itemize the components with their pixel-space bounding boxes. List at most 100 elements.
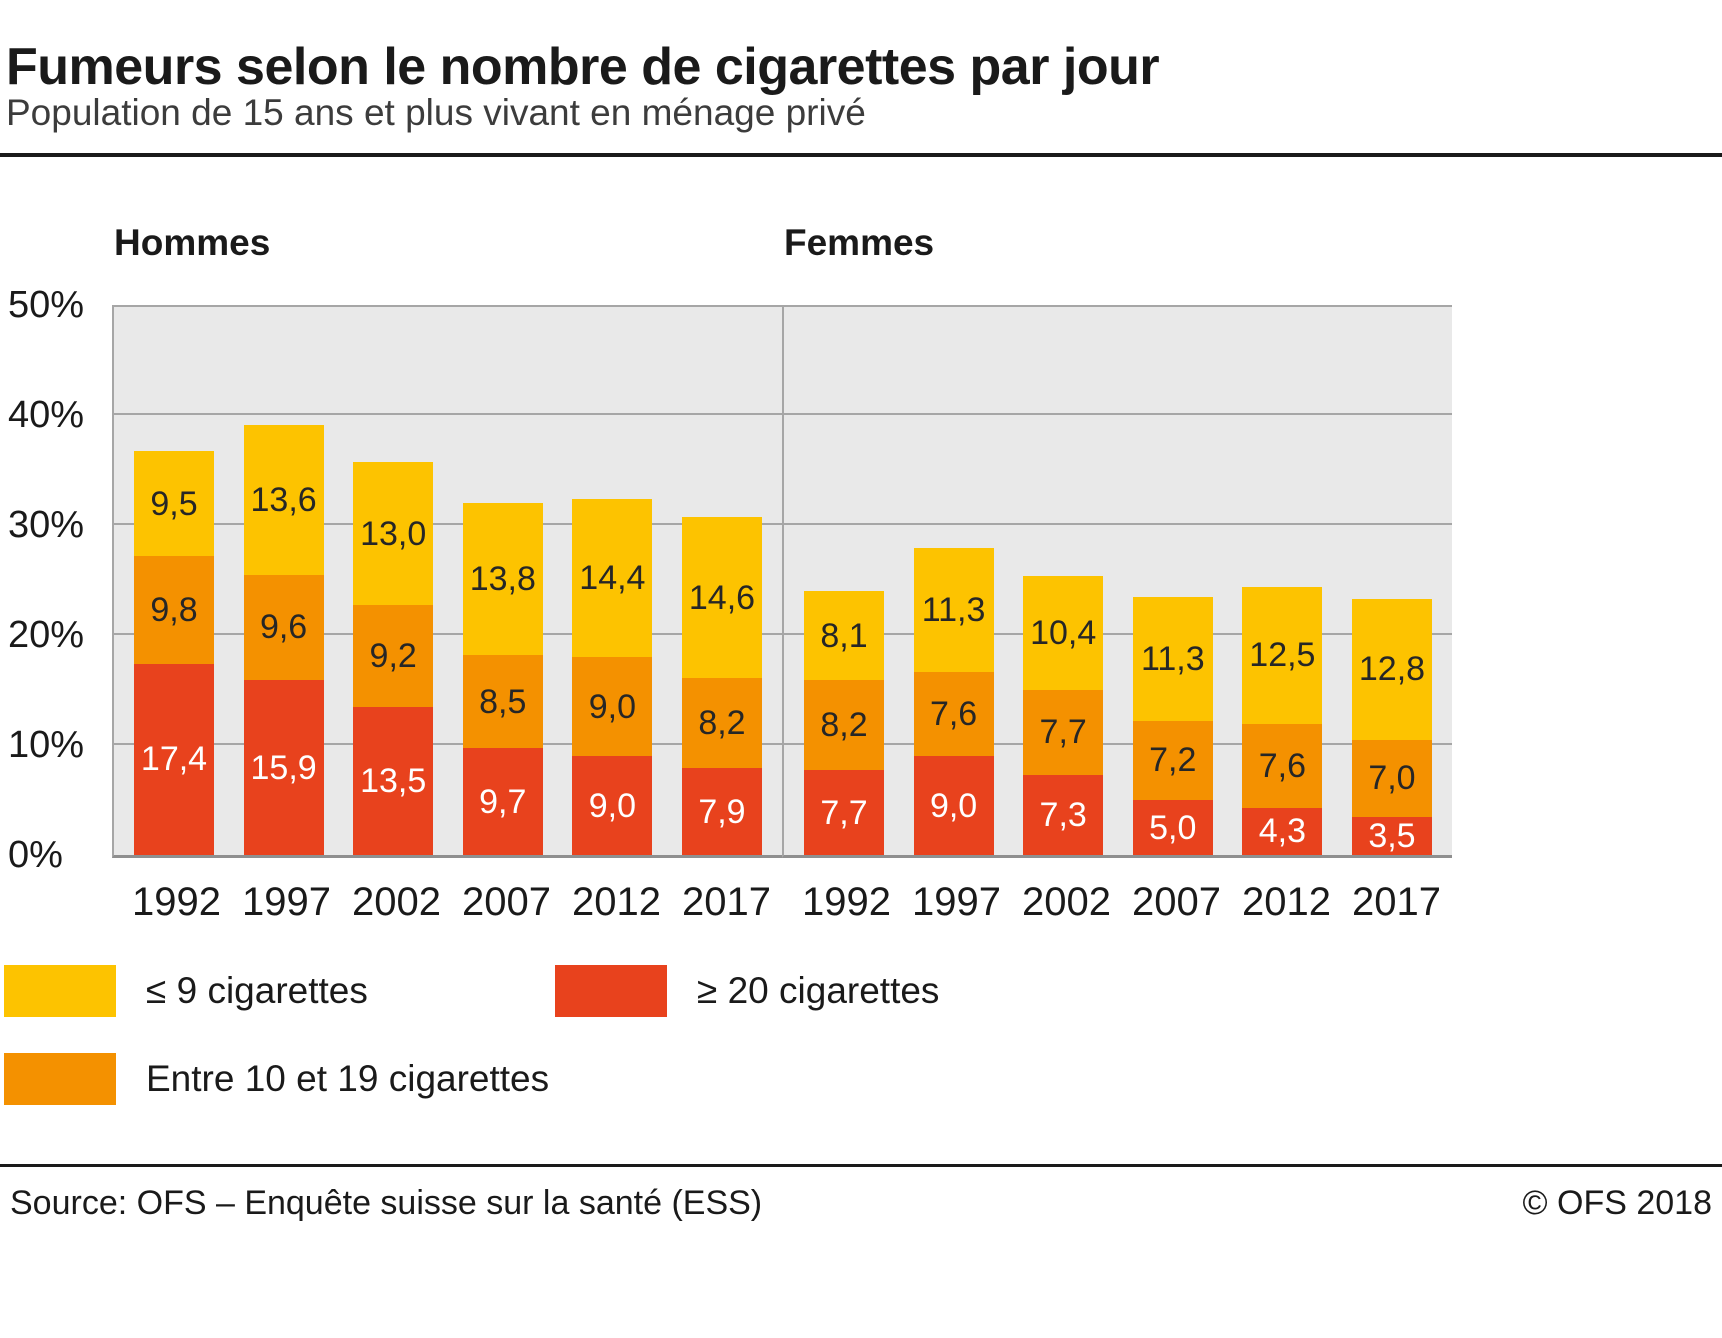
value-label: 9,0: [588, 786, 636, 825]
value-label: 5,0: [1149, 808, 1197, 847]
gridline: [114, 523, 782, 525]
bar-segment: 13,0: [353, 462, 434, 606]
footer-divider: [0, 1164, 1722, 1167]
value-label: 14,4: [579, 558, 646, 597]
bar-segment: 8,1: [804, 591, 884, 681]
bar-segment: 9,6: [243, 574, 324, 681]
legend-swatch-red: [555, 965, 667, 1017]
panel-femmes: Femmes 7,7 8,2 8,1 9,0 7,6 11,3 7,3 7,7 10,4 5,0 7,…: [782, 222, 1452, 925]
bars: 7,7 8,2 8,1 9,0 7,6 11,3 7,3 7,7 10,4 5,0 7,2 11,3 4…: [784, 305, 1452, 855]
legend-label: Entre 10 et 19 cigarettes: [146, 1058, 550, 1099]
value-label: 14,6: [688, 578, 756, 617]
gridline: [784, 633, 1452, 635]
category-label: 2002: [1022, 880, 1111, 924]
value-label: 8,2: [820, 706, 868, 745]
panel-title: Hommes: [114, 222, 271, 263]
bar-segment: 9,7: [462, 748, 543, 855]
bar-segment: 11,3: [1132, 596, 1213, 721]
bar-segment: 7,7: [1023, 690, 1104, 775]
category-label: 2012: [1242, 880, 1331, 924]
bar-segment: 13,8: [462, 503, 543, 655]
y-tick-label: 30%: [8, 504, 85, 546]
bar-segment: 13,5: [353, 706, 434, 855]
y-tick-label: 40%: [8, 394, 85, 436]
category-label: 2017: [1352, 880, 1441, 924]
category-label: 2007: [1132, 880, 1221, 924]
bar-segment: 8,5: [462, 654, 543, 749]
bar-segment: 15,9: [243, 680, 324, 855]
y-axis: 0% 10% 20% 30% 40% 50%: [0, 222, 112, 876]
page-title: Fumeurs selon le nombre de cigarettes pa…: [6, 37, 1160, 96]
bar-femmes-2017: 3,5 7,0 12,8: [1351, 598, 1432, 855]
panel-hommes: Hommes 17,4 9,8 9,5 15,9 9,6 13,6 13,5 9,2 13,0 9,…: [112, 222, 782, 925]
y-tick-label: 10%: [8, 724, 85, 766]
panel-title: Femmes: [784, 222, 935, 263]
bar-segment: 9,0: [572, 657, 653, 756]
value-label: 7,2: [1149, 741, 1197, 780]
bar-segment: 9,5: [134, 451, 214, 556]
bar-segment: 7,0: [1351, 739, 1432, 817]
value-label: 13,8: [469, 559, 536, 598]
value-label: 3,5: [1368, 816, 1416, 855]
legend-label: ≥ 20 cigarettes: [697, 970, 940, 1011]
value-label: 7,0: [1368, 759, 1416, 797]
legend: ≤ 9 cigarettes ≥ 20 cigarettes Entre 10 et…: [0, 965, 1722, 1165]
plot-area: 7,7 8,2 8,1 9,0 7,6 11,3 7,3 7,7 10,4 5,0 7,2 11,3 4…: [782, 305, 1452, 858]
bar-segment: 3,5: [1351, 816, 1432, 855]
gridline: [784, 413, 1452, 415]
category-label: 2017: [682, 880, 771, 924]
value-label: 9,0: [588, 687, 636, 726]
bar-segment: 9,0: [913, 756, 994, 855]
category-label: 2002: [352, 880, 441, 924]
value-label: 8,1: [820, 616, 868, 655]
plot-area: 17,4 9,8 9,5 15,9 9,6 13,6 13,5 9,2 13,0 9,7 8,5 13…: [112, 305, 782, 858]
bar-segment: 4,3: [1242, 807, 1323, 855]
value-label: 12,8: [1358, 650, 1426, 689]
value-label: 9,5: [150, 484, 198, 523]
header-divider: [0, 153, 1722, 157]
gridline: [114, 305, 782, 307]
value-label: 15,9: [250, 748, 317, 787]
value-label: 9,0: [929, 786, 978, 825]
value-label: 7,6: [929, 695, 978, 734]
bar-hommes-2007: 9,7 8,5 13,8: [462, 503, 543, 855]
gridline: [114, 413, 782, 415]
bar-hommes-1992: 17,4 9,8 9,5: [134, 451, 214, 855]
value-label: 8,5: [479, 682, 527, 721]
category-label: 2007: [462, 880, 551, 924]
category-label: 2012: [572, 880, 661, 924]
bar-segment: 7,7: [804, 770, 884, 855]
bars: 17,4 9,8 9,5 15,9 9,6 13,6 13,5 9,2 13,0 9,7 8,5 13…: [114, 305, 782, 855]
footer: Source: OFS – Enquête suisse sur la sant…: [0, 1184, 1722, 1223]
value-label: 9,8: [150, 590, 198, 629]
bar-hommes-2017: 7,9 8,2 14,6: [681, 517, 762, 855]
value-label: 7,9: [698, 792, 746, 831]
value-label: 13,0: [360, 514, 427, 553]
value-label: 10,4: [1030, 613, 1097, 652]
bar-segment: 13,6: [243, 424, 324, 575]
legend-item: Entre 10 et 19 cigarettes: [4, 1053, 549, 1105]
value-label: 13,5: [360, 761, 427, 800]
x-axis-labels: 1992 1997 2002 2007 2012 2017: [112, 880, 782, 925]
value-label: 9,7: [479, 782, 527, 821]
bar-femmes-2012: 4,3 7,6 12,5: [1242, 586, 1323, 855]
bar-hommes-1997: 15,9 9,6 13,6: [243, 424, 324, 855]
bar-femmes-2002: 7,3 7,7 10,4: [1023, 575, 1104, 855]
bar-femmes-1997: 9,0 7,6 11,3: [913, 548, 994, 855]
bar-segment: 14,4: [572, 498, 653, 657]
value-label: 12,5: [1249, 636, 1316, 675]
page-subtitle: Population de 15 ans et plus vivant en m…: [6, 92, 866, 133]
value-label: 7,7: [820, 793, 868, 832]
category-label: 1997: [912, 880, 1001, 924]
bar-segment: 17,4: [134, 663, 214, 855]
bar-segment: 11,3: [913, 548, 994, 673]
value-label: 8,2: [698, 704, 746, 743]
legend-swatch-yellow: [4, 965, 116, 1017]
bar-segment: 9,8: [134, 555, 214, 664]
value-label: 11,3: [921, 591, 986, 630]
gridline: [784, 305, 1452, 307]
bar-hommes-2002: 13,5 9,2 13,0: [353, 462, 434, 855]
bar-femmes-2007: 5,0 7,2 11,3: [1132, 596, 1213, 855]
bar-hommes-2012: 9,0 9,0 14,4: [572, 498, 653, 855]
legend-item: ≥ 20 cigarettes: [555, 965, 939, 1017]
